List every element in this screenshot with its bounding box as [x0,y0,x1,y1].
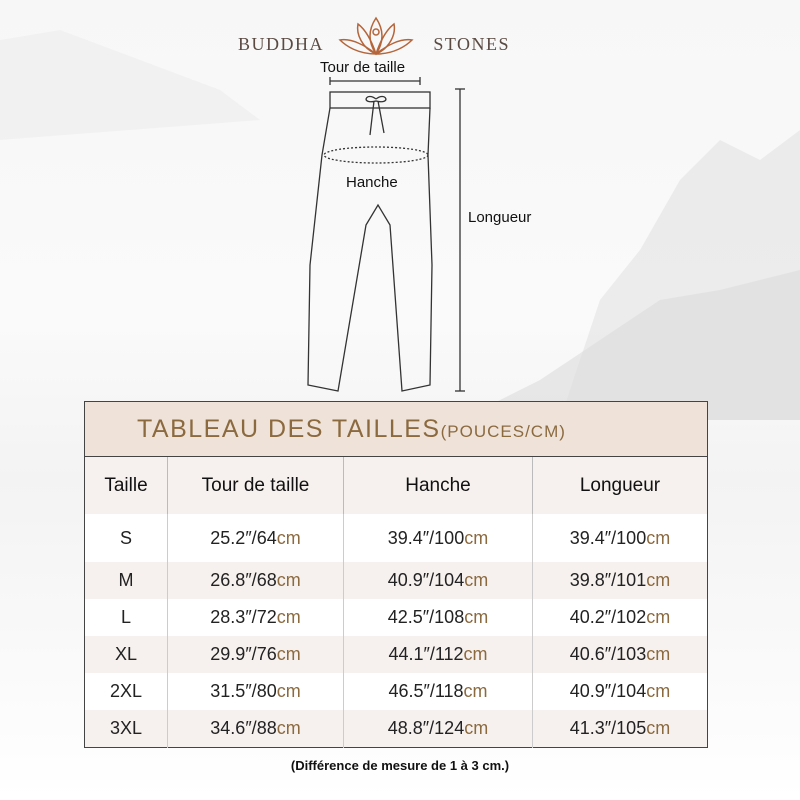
table-row: M 26.8″/68cm 40.9″/104cm 39.8″/101cm [84,562,708,599]
table-cell: 41.3″/105cm [532,710,708,747]
header-hip: Hanche [343,456,533,514]
table-row: 3XL 34.6″/88cm 48.8″/124cm 41.3″/105cm [84,710,708,747]
table-row: XL 29.9″/76cm 44.1″/112cm 40.6″/103cm [84,636,708,673]
table-cell: L [84,599,168,636]
table-cell: 44.1″/112cm [343,636,533,673]
table-row: S 25.2″/64cm 39.4″/100cm 39.4″/100cm [84,514,708,562]
table-cell: 26.8″/68cm [167,562,344,599]
table-title: TABLEAU DES TAILLES(POUCES/CM) [84,401,708,457]
hip-label: Hanche [346,174,398,191]
pants-diagram [307,77,465,392]
table-cell: 39.4″/100cm [532,514,708,562]
mountain-background [0,30,800,420]
brand-logo: BUDDHA STONES [238,16,510,58]
header-length: Longueur [532,456,708,514]
table-cell: 39.4″/100cm [343,514,533,562]
table-cell: 34.6″/88cm [167,710,344,747]
table-cell: 46.5″/118cm [343,673,533,710]
table-cell: 2XL [84,673,168,710]
header-row: Taille Tour de taille Hanche Longueur [84,456,708,514]
measurement-note: (Différence de mesure de 1 à 3 cm.) [290,758,510,773]
header-size: Taille [84,456,168,514]
table-cell: 29.9″/76cm [167,636,344,673]
table-cell: M [84,562,168,599]
table-cell: 25.2″/64cm [167,514,344,562]
table-cell: XL [84,636,168,673]
table-cell: 40.2″/102cm [532,599,708,636]
lotus-icon [338,16,414,56]
brand-right: STONES [433,34,510,54]
size-table: TABLEAU DES TAILLES(POUCES/CM) Taille To… [84,401,708,748]
header-waist: Tour de taille [167,456,344,514]
table-cell: 48.8″/124cm [343,710,533,747]
table-row: 2XL 31.5″/80cm 46.5″/118cm 40.9″/104cm [84,673,708,710]
table-cell: 3XL [84,710,168,747]
length-label: Longueur [468,209,532,226]
table-cell: 40.6″/103cm [532,636,708,673]
brand-left: BUDDHA [238,34,325,54]
table-row: L 28.3″/72cm 42.5″/108cm 40.2″/102cm [84,599,708,636]
table-cell: 39.8″/101cm [532,562,708,599]
table-cell: 40.9″/104cm [343,562,533,599]
table-cell: 28.3″/72cm [167,599,344,636]
table-cell: 31.5″/80cm [167,673,344,710]
table-cell: S [84,514,168,562]
waist-label: Tour de taille [320,59,406,76]
table-cell: 40.9″/104cm [532,673,708,710]
table-cell: 42.5″/108cm [343,599,533,636]
